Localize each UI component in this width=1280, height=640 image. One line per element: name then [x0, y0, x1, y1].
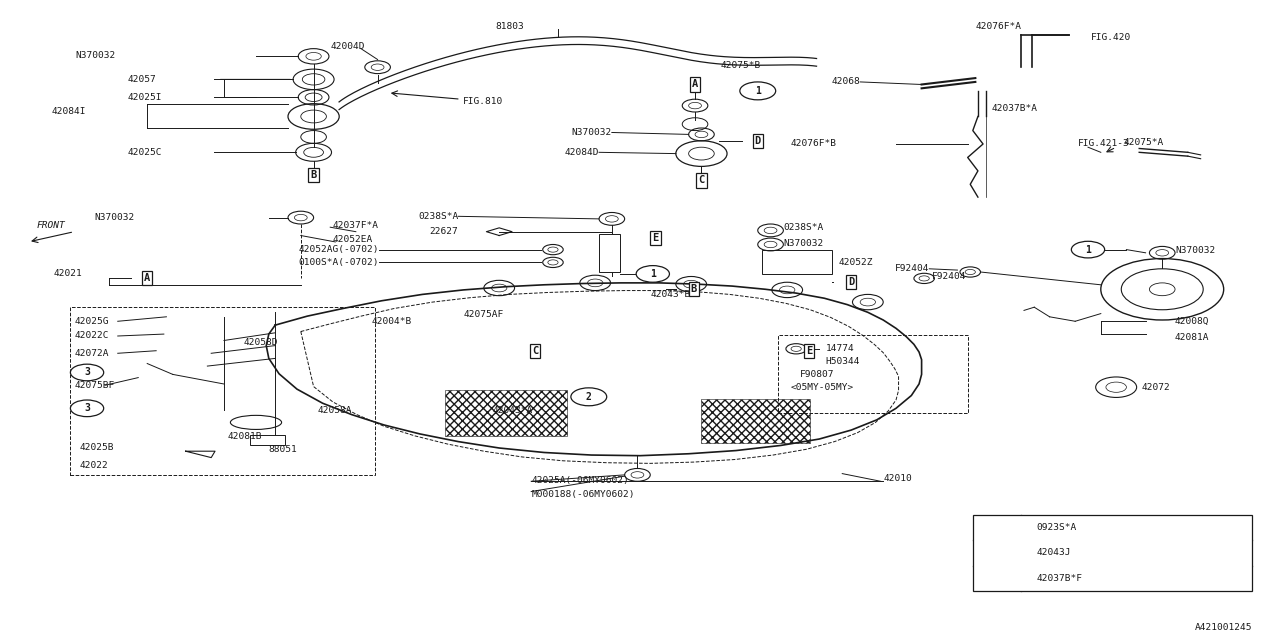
Circle shape	[740, 82, 776, 100]
Bar	[70, 307, 375, 475]
Text: 42076F*B: 42076F*B	[791, 140, 837, 148]
Text: 42043J: 42043J	[1037, 548, 1071, 557]
Text: 42052AG(-0702): 42052AG(-0702)	[298, 245, 379, 254]
Text: 42022: 42022	[79, 461, 108, 470]
Text: 2: 2	[586, 392, 591, 402]
Text: F90807: F90807	[800, 370, 835, 379]
Text: 42075*A: 42075*A	[1124, 138, 1164, 147]
Text: 42004D: 42004D	[330, 42, 365, 51]
Bar	[778, 335, 968, 413]
Text: FIG.420: FIG.420	[1091, 33, 1130, 42]
Text: 42043*B: 42043*B	[650, 290, 690, 299]
Text: D: D	[849, 276, 854, 287]
Text: 42037F*A: 42037F*A	[333, 221, 379, 230]
Text: FIG.810: FIG.810	[463, 97, 503, 106]
Text: E: E	[653, 233, 658, 243]
Text: F92404: F92404	[895, 264, 929, 273]
Text: N370032: N370032	[1175, 246, 1215, 255]
Text: 1: 1	[755, 86, 760, 96]
Text: B: B	[311, 170, 316, 180]
Bar	[701, 399, 810, 443]
Text: 1: 1	[995, 523, 1000, 532]
Text: 3: 3	[84, 367, 90, 378]
Bar	[250, 435, 285, 445]
Text: 42025I: 42025I	[128, 93, 163, 102]
Text: FRONT: FRONT	[37, 221, 65, 230]
Text: 42004*B: 42004*B	[371, 317, 411, 326]
Text: H50344: H50344	[826, 357, 860, 366]
Text: 2: 2	[995, 548, 1000, 558]
Text: 42037B*A: 42037B*A	[992, 104, 1038, 113]
Text: 42084I: 42084I	[51, 107, 86, 116]
Text: 88051: 88051	[269, 445, 297, 454]
Text: FIG.421-3: FIG.421-3	[1078, 140, 1129, 148]
Text: 0923S*A: 0923S*A	[1037, 524, 1076, 532]
Text: 42021: 42021	[54, 269, 82, 278]
Text: N370032: N370032	[76, 51, 115, 60]
Text: 0238S*A: 0238S*A	[419, 212, 458, 221]
Text: 42058A: 42058A	[317, 406, 352, 415]
Text: 0238S*A: 0238S*A	[783, 223, 823, 232]
Text: C: C	[699, 175, 704, 186]
Text: 14774: 14774	[826, 344, 854, 353]
Text: 42075AF: 42075AF	[463, 310, 503, 319]
Text: 42022C: 42022C	[74, 332, 109, 340]
Circle shape	[980, 570, 1014, 586]
Text: 42068: 42068	[832, 77, 860, 86]
Text: 42057: 42057	[128, 75, 156, 84]
Text: A: A	[145, 273, 150, 284]
Text: 42081A: 42081A	[1175, 333, 1210, 342]
Circle shape	[636, 266, 669, 282]
Text: 42075BF: 42075BF	[74, 381, 114, 390]
Text: 42072: 42072	[1142, 383, 1170, 392]
Circle shape	[980, 520, 1014, 536]
Bar	[445, 390, 567, 436]
Bar	[599, 234, 620, 272]
Text: <05MY-05MY>: <05MY-05MY>	[791, 383, 854, 392]
Text: 1: 1	[650, 269, 655, 279]
Text: 42084D: 42084D	[564, 148, 599, 157]
Text: 1: 1	[1085, 244, 1091, 255]
Text: A: A	[692, 79, 698, 90]
Text: 42010: 42010	[883, 474, 911, 483]
Text: 22627: 22627	[430, 227, 458, 236]
Text: 42081B: 42081B	[228, 432, 262, 441]
Text: M000188(-06MY0602): M000188(-06MY0602)	[531, 490, 635, 499]
Text: 42008Q: 42008Q	[1175, 317, 1210, 326]
Circle shape	[571, 388, 607, 406]
Circle shape	[1071, 241, 1105, 258]
Bar	[973, 515, 1252, 591]
Circle shape	[70, 364, 104, 381]
Text: 42052Z: 42052Z	[838, 258, 873, 267]
Text: 42043*A: 42043*A	[493, 406, 532, 415]
Text: N370032: N370032	[783, 239, 823, 248]
Bar	[762, 250, 832, 274]
Text: A421001245: A421001245	[1194, 623, 1252, 632]
Text: D: D	[755, 136, 760, 146]
Text: 42072A: 42072A	[74, 349, 109, 358]
Text: 42058D: 42058D	[243, 338, 278, 347]
Text: 42037B*F: 42037B*F	[1037, 573, 1083, 582]
Text: 42025B: 42025B	[79, 444, 114, 452]
Text: N370032: N370032	[95, 213, 134, 222]
Text: E: E	[806, 346, 812, 356]
Text: 3: 3	[995, 573, 1000, 583]
Circle shape	[70, 400, 104, 417]
Circle shape	[980, 545, 1014, 561]
Text: N370032: N370032	[572, 128, 612, 137]
Text: F92404: F92404	[932, 272, 966, 281]
Text: C: C	[532, 346, 538, 356]
Text: 0100S*A(-0702): 0100S*A(-0702)	[298, 258, 379, 267]
Text: 42025A(-06MY0602): 42025A(-06MY0602)	[531, 476, 628, 484]
Text: 42052EA: 42052EA	[333, 236, 372, 244]
Text: 3: 3	[84, 403, 90, 413]
Text: 42025C: 42025C	[128, 148, 163, 157]
Text: 42075*B: 42075*B	[721, 61, 760, 70]
Text: 42076F*A: 42076F*A	[975, 22, 1021, 31]
Text: B: B	[691, 284, 696, 294]
Text: 42025G: 42025G	[74, 317, 109, 326]
Text: 81803: 81803	[495, 22, 524, 31]
